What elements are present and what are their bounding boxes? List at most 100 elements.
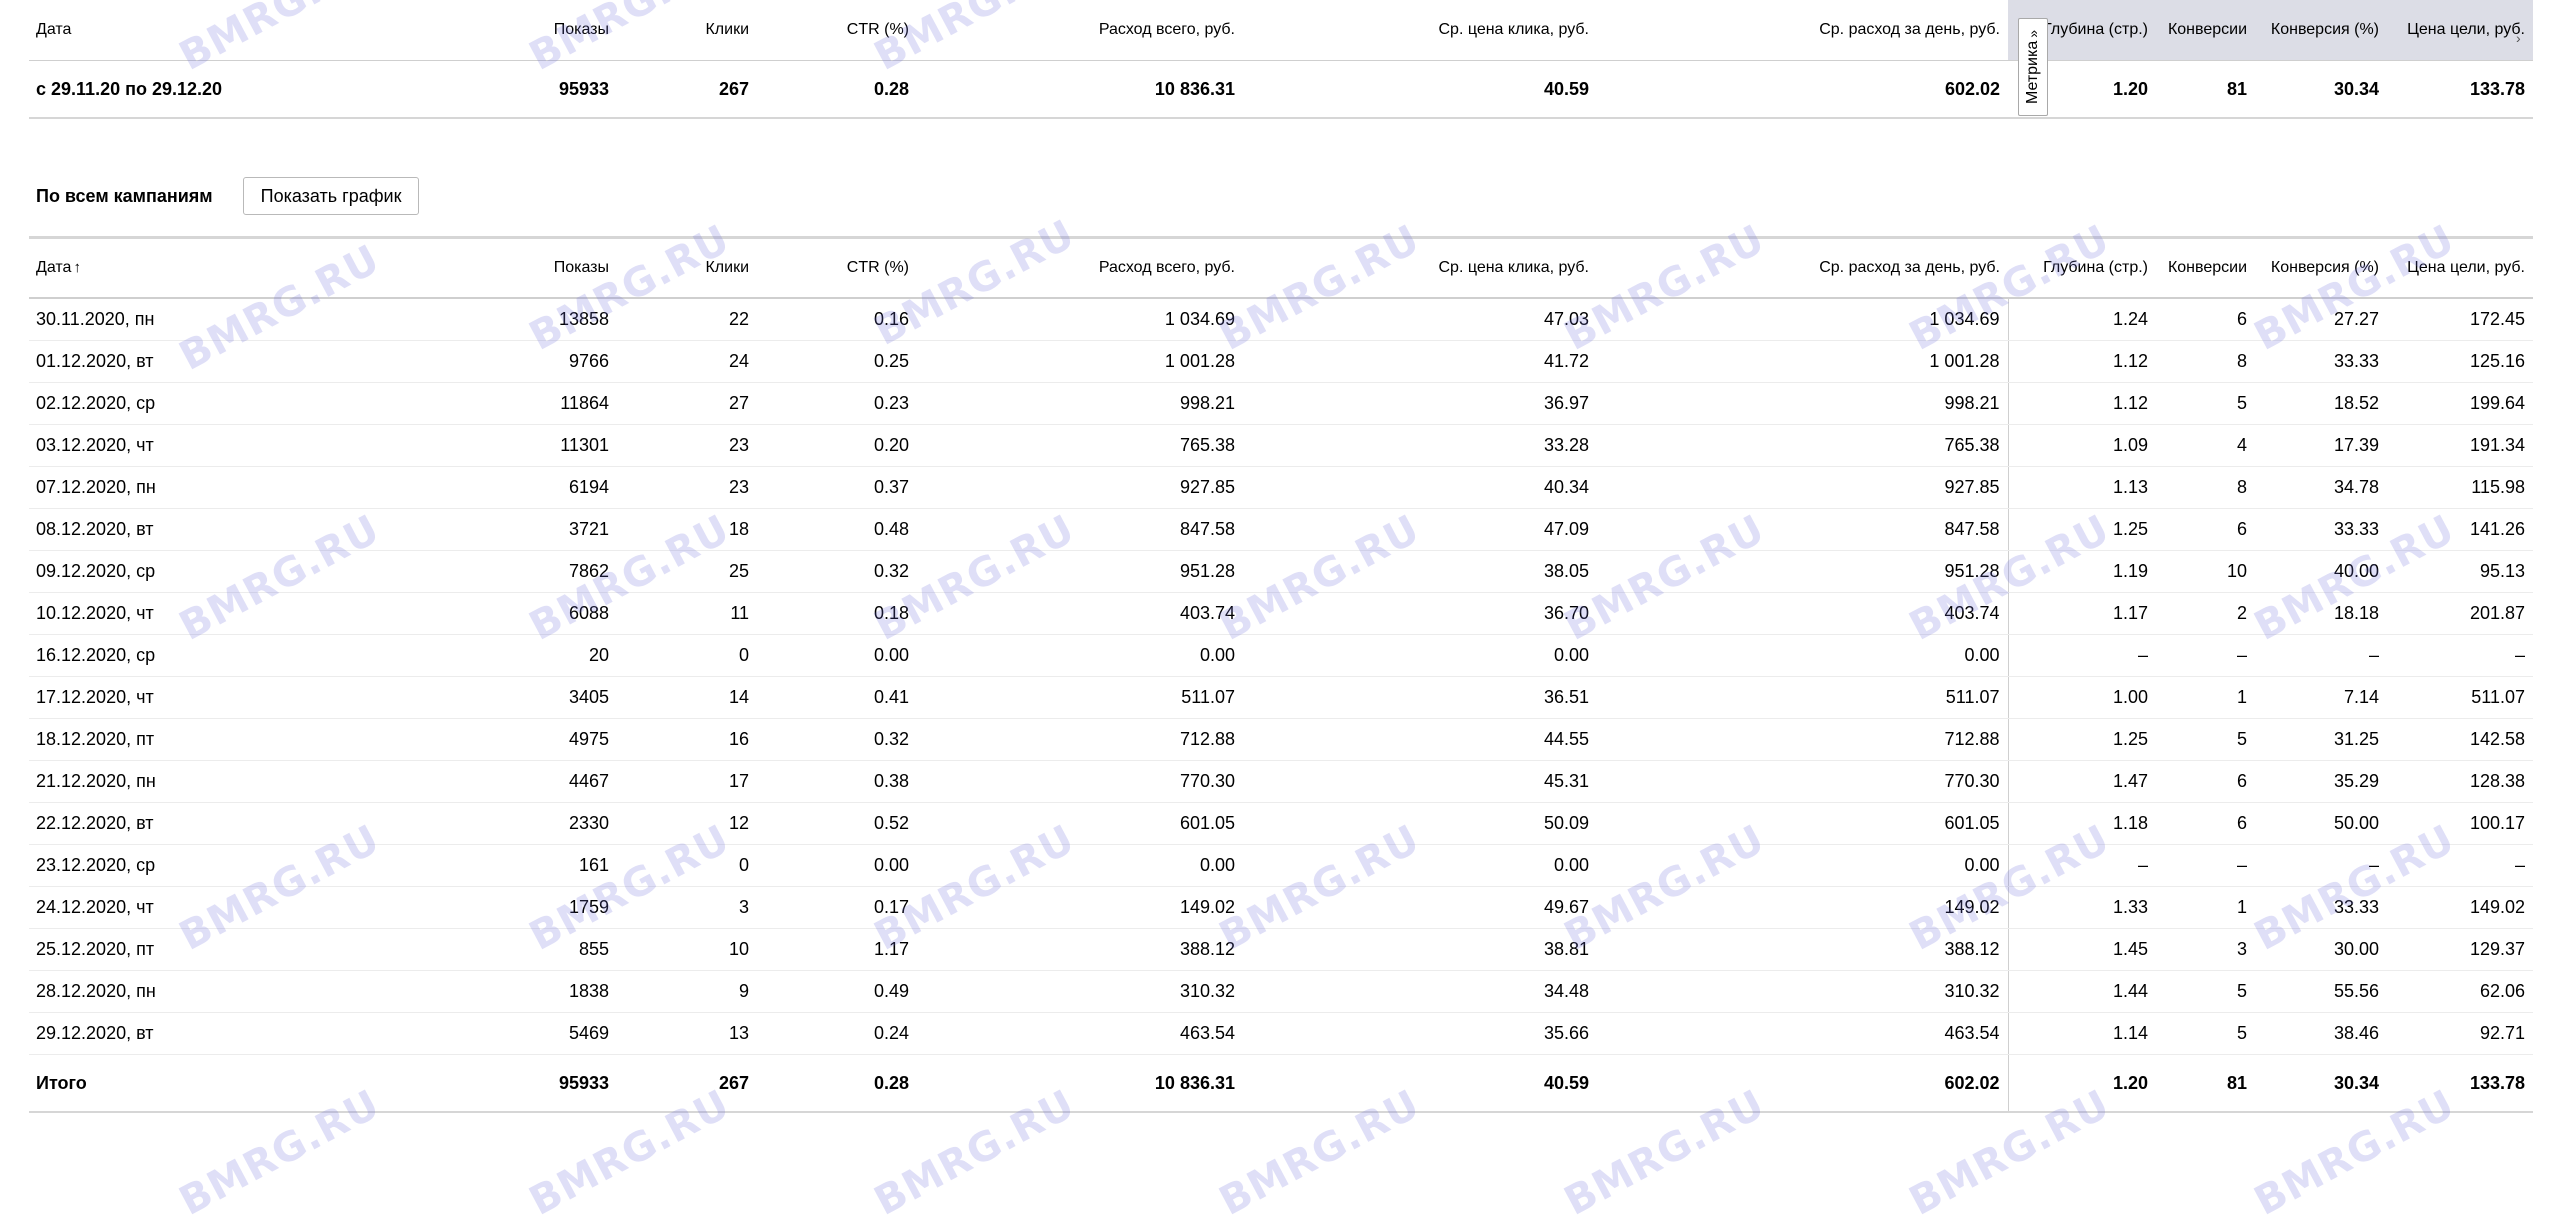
detail-header-depth[interactable]: Глубина (стр.) — [2008, 237, 2156, 299]
header-convp[interactable]: Конверсия (%) — [2255, 0, 2387, 61]
cell-depth: 1.12 — [2008, 340, 2156, 383]
cell-ctr: 0.00 — [757, 844, 917, 887]
detail-header-cpc[interactable]: Ср. цена клика, руб. — [1243, 237, 1597, 299]
cell-cpa: – — [2387, 844, 2533, 887]
cell-convp: 34.78 — [2255, 466, 2387, 509]
header-daily[interactable]: Ср. расход за день, руб. — [1597, 0, 2008, 61]
table-row: 07.12.2020, пн 6194 23 0.37 927.85 40.34 927.8… — [29, 466, 2533, 509]
cell-shows: 7862 — [469, 550, 617, 593]
cell-cpa: 128.38 — [2387, 760, 2533, 803]
cell-cpa: 511.07 — [2387, 676, 2533, 719]
cell-date: 10.12.2020, чт — [29, 592, 469, 635]
cell-cpa: 92.71 — [2387, 1012, 2533, 1055]
cell-clicks: 13 — [617, 1012, 757, 1055]
detail-header-spend[interactable]: Расход всего, руб. — [917, 237, 1243, 299]
metrika-toggle[interactable]: Метрика » — [2018, 18, 2048, 116]
total-convp: 30.34 — [2255, 1054, 2387, 1113]
header-spend[interactable]: Расход всего, руб. — [917, 0, 1243, 61]
cell-shows: 3405 — [469, 676, 617, 719]
cell-shows: 13858 — [469, 298, 617, 341]
summary-conv: 81 — [2156, 60, 2255, 119]
cell-spend: 511.07 — [917, 676, 1243, 719]
show-chart-button[interactable]: Показать график — [242, 177, 420, 215]
header-conv[interactable]: Конверсии — [2156, 0, 2255, 61]
summary-date: с 29.11.20 по 29.12.20 — [29, 60, 469, 119]
cell-date: 03.12.2020, чт — [29, 424, 469, 467]
cell-daily: 388.12 — [1597, 928, 2009, 971]
cell-cpa: 191.34 — [2387, 424, 2533, 467]
cell-shows: 1838 — [469, 970, 617, 1013]
cell-cpc: 44.55 — [1243, 718, 1597, 761]
cell-daily: 0.00 — [1597, 844, 2009, 887]
cell-depth: 1.33 — [2008, 886, 2156, 929]
cell-shows: 6194 — [469, 466, 617, 509]
scroll-right-icon[interactable]: › — [2516, 30, 2521, 46]
header-cpc[interactable]: Ср. цена клика, руб. — [1243, 0, 1597, 61]
cell-cpa: 199.64 — [2387, 382, 2533, 425]
cell-cpa: 201.87 — [2387, 592, 2533, 635]
cell-clicks: 14 — [617, 676, 757, 719]
total-depth: 1.20 — [2008, 1054, 2156, 1113]
cell-conv: 1 — [2156, 676, 2255, 719]
summary-header-row: Дата Показы Клики CTR (%) Расход всего, … — [29, 0, 2533, 61]
cell-date: 28.12.2020, пн — [29, 970, 469, 1013]
campaigns-bar: По всем кампаниям Показать график — [36, 176, 420, 216]
cell-depth: 1.44 — [2008, 970, 2156, 1013]
cell-shows: 3721 — [469, 508, 617, 551]
cell-spend: 601.05 — [917, 802, 1243, 845]
summary-cpa: 133.78 — [2387, 60, 2533, 119]
detail-header-convp[interactable]: Конверсия (%) — [2255, 237, 2387, 299]
detail-header-conv[interactable]: Конверсии — [2156, 237, 2255, 299]
detail-header-daily[interactable]: Ср. расход за день, руб. — [1597, 237, 2008, 299]
cell-cpc: 34.48 — [1243, 970, 1597, 1013]
cell-convp: 33.33 — [2255, 340, 2387, 383]
detail-header-ctr[interactable]: CTR (%) — [757, 237, 917, 299]
cell-convp: 18.18 — [2255, 592, 2387, 635]
total-row: Итого 95933 267 0.28 10 836.31 40.59 602… — [29, 1054, 2533, 1113]
cell-cpc: 47.03 — [1243, 298, 1597, 341]
detail-header-shows[interactable]: Показы — [469, 237, 617, 299]
detail-header-date[interactable]: Дата ↑ — [29, 237, 469, 299]
cell-convp: 40.00 — [2255, 550, 2387, 593]
cell-depth: 1.13 — [2008, 466, 2156, 509]
header-date[interactable]: Дата — [29, 0, 469, 61]
daily-stats-table: Дата ↑ Показы Клики CTR (%) Расход всего,… — [29, 236, 2533, 1113]
header-ctr[interactable]: CTR (%) — [757, 0, 917, 61]
table-row: 29.12.2020, вт 5469 13 0.24 463.54 35.66 463.5… — [29, 1012, 2533, 1055]
cell-clicks: 25 — [617, 550, 757, 593]
cell-conv: – — [2156, 844, 2255, 887]
cell-cpc: 41.72 — [1243, 340, 1597, 383]
cell-date: 29.12.2020, вт — [29, 1012, 469, 1055]
header-shows[interactable]: Показы — [469, 0, 617, 61]
cell-shows: 855 — [469, 928, 617, 971]
cell-shows: 6088 — [469, 592, 617, 635]
header-cpa[interactable]: Цена цели, руб. — [2387, 0, 2533, 61]
metrika-label: Метрика — [2024, 40, 2041, 105]
table-row: 09.12.2020, ср 7862 25 0.32 951.28 38.05 951.2… — [29, 550, 2533, 593]
cell-daily: 310.32 — [1597, 970, 2009, 1013]
cell-ctr: 0.52 — [757, 802, 917, 845]
cell-clicks: 16 — [617, 718, 757, 761]
metrika-toggle-label-wrap: Метрика » — [2024, 30, 2042, 104]
cell-clicks: 24 — [617, 340, 757, 383]
table-row: 24.12.2020, чт 1759 3 0.17 149.02 49.67 149.02… — [29, 886, 2533, 929]
cell-cpc: 38.05 — [1243, 550, 1597, 593]
cell-convp: 35.29 — [2255, 760, 2387, 803]
cell-conv: 1 — [2156, 886, 2255, 929]
cell-convp: 30.00 — [2255, 928, 2387, 971]
detail-header-clicks[interactable]: Клики — [617, 237, 757, 299]
summary-row: с 29.11.20 по 29.12.20 95933 267 0.28 10… — [29, 60, 2533, 119]
total-cpc: 40.59 — [1243, 1054, 1597, 1113]
detail-header-cpa[interactable]: Цена цели, руб. — [2387, 237, 2533, 299]
total-daily: 602.02 — [1597, 1054, 2009, 1113]
cell-convp: 27.27 — [2255, 298, 2387, 341]
cell-cpa: – — [2387, 634, 2533, 677]
cell-date: 17.12.2020, чт — [29, 676, 469, 719]
cell-ctr: 0.48 — [757, 508, 917, 551]
cell-daily: 712.88 — [1597, 718, 2009, 761]
table-row: 08.12.2020, вт 3721 18 0.48 847.58 47.09 847.5… — [29, 508, 2533, 551]
header-clicks[interactable]: Клики — [617, 0, 757, 61]
cell-clicks: 23 — [617, 424, 757, 467]
cell-ctr: 1.17 — [757, 928, 917, 971]
cell-spend: 770.30 — [917, 760, 1243, 803]
